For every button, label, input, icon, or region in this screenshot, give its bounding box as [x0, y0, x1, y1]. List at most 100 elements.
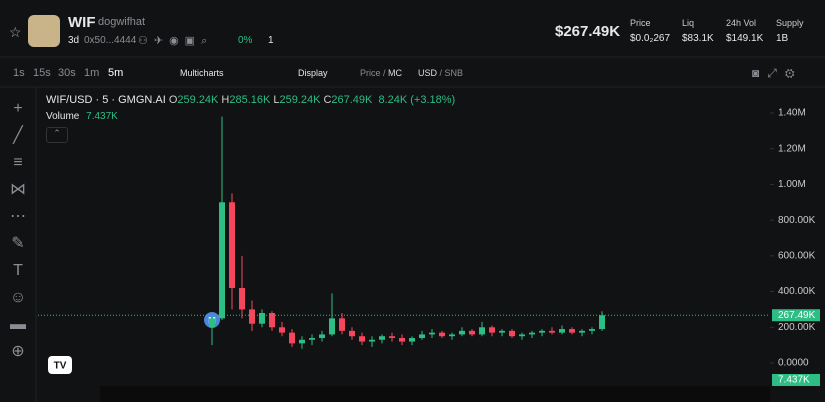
y-tick-label: 200.00K — [778, 322, 816, 333]
candle-body — [539, 330, 545, 333]
ohlc-key: L — [273, 94, 280, 106]
token-name: dogwifhat — [98, 16, 146, 28]
links[interactable]: ⚇✈◉▣⌕ — [138, 35, 214, 47]
holders-pct: 0% — [238, 35, 253, 46]
display[interactable]: Display — [298, 68, 328, 78]
y-tick-label: 400.00K — [778, 286, 816, 297]
stat-value: $83.1K — [682, 33, 714, 44]
volume-tag-label: 7.437K — [778, 375, 810, 386]
candle-body — [429, 332, 435, 335]
candle-body — [249, 309, 255, 324]
stat-label: Supply — [776, 18, 804, 28]
candle-body — [349, 330, 355, 337]
candle-body — [219, 202, 225, 319]
price-tag-label: 267.49K — [778, 310, 816, 321]
avatar — [28, 15, 60, 47]
star[interactable]: ☆ — [9, 24, 22, 40]
candle-body — [489, 327, 495, 333]
candle-body — [499, 330, 505, 333]
market-cap: $267.49K — [555, 23, 621, 40]
candle-body — [409, 338, 415, 342]
ohlc-key: H — [221, 94, 230, 106]
candle-body — [479, 327, 485, 335]
interval[interactable]: 1m — [84, 67, 100, 79]
legend: WIF/USD · 5 · GMGN.AI O259.24K H285.16K L2… — [46, 94, 455, 106]
candle-body — [239, 288, 245, 310]
interval[interactable]: 30s — [58, 67, 76, 79]
drawing-tools[interactable]: + ╱ ≡ ⋈ ⋯ ✎ T ☺ ▬ ⊕ — [9, 100, 27, 360]
time-strip — [100, 386, 770, 402]
y-tick-label: 0.0000 — [778, 358, 809, 369]
ohlc-value: 259.24K — [279, 94, 321, 106]
candle-body — [399, 338, 405, 342]
token-symbol: WIF — [68, 14, 96, 31]
y-tick-label: 1.40M — [778, 108, 806, 119]
alt-toggle: SNB — [444, 68, 464, 78]
interval[interactable]: 1s — [13, 67, 25, 79]
stat-label: 24h Vol — [726, 18, 757, 28]
pair: WIF/USD · 5 · GMGN.AI — [46, 94, 166, 106]
interval[interactable]: 15s — [33, 67, 51, 79]
ohlc-value: 259.24K — [177, 94, 219, 106]
candle-body — [209, 318, 215, 328]
candle-body — [469, 330, 475, 335]
candle-body — [339, 318, 345, 331]
stat-label: Liq — [682, 18, 695, 28]
multicharts[interactable]: Multicharts — [180, 68, 224, 78]
price-mc[interactable]: Price / MC — [360, 68, 403, 78]
ohlc-key: O — [168, 94, 178, 106]
candle-body — [229, 202, 235, 288]
candle-body — [309, 338, 315, 340]
address[interactable]: 0x50...4444 — [84, 35, 137, 46]
candle-body — [569, 329, 575, 333]
stat-value: $0.0₂267 — [630, 33, 671, 44]
age: 3d — [68, 35, 80, 46]
candle-body — [519, 334, 525, 337]
mc-toggle: MC — [388, 68, 403, 78]
price-tag — [772, 309, 820, 322]
candle-body — [299, 339, 305, 344]
volume-tag — [772, 374, 820, 386]
candle-body — [329, 318, 335, 335]
toolbar-icons[interactable]: ◙⤢⚙ — [752, 66, 803, 80]
currency[interactable]: USD / SNB — [418, 68, 464, 78]
candle-body — [439, 332, 445, 337]
y-tick-label: 1.00M — [778, 179, 806, 190]
collapse[interactable]: ⌃ — [46, 127, 68, 143]
candle-body — [319, 334, 325, 338]
candle-body — [449, 334, 455, 337]
tv-logo-text: TV — [54, 361, 67, 372]
ohlc-value: 267.49K — [331, 94, 373, 106]
stat-value: 1B — [776, 33, 789, 44]
candle-body — [269, 313, 275, 328]
candle-body — [579, 330, 585, 333]
candle-body — [359, 336, 365, 342]
dev-count: 1 — [268, 35, 274, 46]
candle-body — [529, 332, 535, 335]
ohlc-key: C — [323, 94, 332, 106]
y-tick-label: 1.20M — [778, 143, 806, 154]
candle-body — [389, 336, 395, 338]
change: 8.24K (+3.18%) — [378, 94, 456, 106]
candle-body — [549, 330, 555, 333]
volume-label: Volume — [46, 111, 80, 122]
stat-label: Price — [630, 18, 651, 28]
candle-body — [459, 330, 465, 335]
candle-body — [509, 330, 515, 337]
candle-body — [259, 313, 265, 324]
candle-body — [289, 332, 295, 344]
volume-legend: Volume 7.437K — [46, 111, 118, 122]
candle-body — [599, 315, 605, 330]
price-toggle: Price — [360, 68, 381, 78]
candle-body — [369, 339, 375, 342]
interval[interactable]: 5m — [108, 67, 124, 79]
usd-toggle: USD — [418, 68, 438, 78]
tv-logo — [48, 356, 72, 374]
ohlc-value: 285.16K — [229, 94, 271, 106]
candle-body — [279, 327, 285, 333]
y-tick-label: 800.00K — [778, 215, 816, 226]
y-tick-label: 600.00K — [778, 250, 816, 261]
